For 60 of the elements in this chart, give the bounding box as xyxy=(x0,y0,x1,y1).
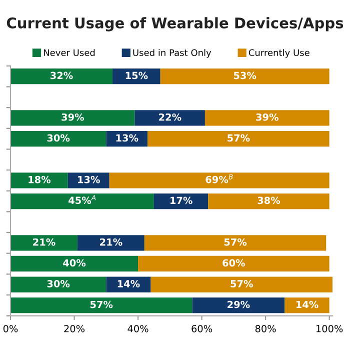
bar xyxy=(148,130,330,147)
legend-label: Used in Past Only xyxy=(133,49,212,58)
x-tick-label: 100% xyxy=(316,324,343,332)
x-tick-label: 40% xyxy=(128,324,148,332)
data-label: 21% xyxy=(100,238,122,246)
x-tick-label: 20% xyxy=(64,324,85,332)
bar xyxy=(10,172,68,188)
chart-title: Current Usage of Wearable Devices/Apps xyxy=(6,17,344,32)
data-label: 57% xyxy=(230,280,253,288)
data-label: 53% xyxy=(234,72,256,80)
legend-label: Never Used xyxy=(44,49,95,56)
bar xyxy=(10,235,78,251)
data-label: 22% xyxy=(159,113,182,121)
bar xyxy=(154,193,208,210)
data-label: 18% xyxy=(28,176,51,184)
data-label: 29% xyxy=(228,300,250,308)
data-label: 39% xyxy=(256,113,278,121)
bar xyxy=(10,130,106,147)
bar xyxy=(10,298,192,314)
data-label: 15% xyxy=(126,72,148,80)
bar xyxy=(10,110,135,126)
bar xyxy=(112,68,160,84)
bar xyxy=(208,193,330,210)
bar xyxy=(160,68,330,84)
bar xyxy=(77,235,144,251)
bar xyxy=(204,110,330,126)
data-label: 40% xyxy=(63,259,86,267)
bar xyxy=(10,68,113,84)
data-label: 13% xyxy=(78,176,100,184)
bar xyxy=(192,298,285,314)
data-label: 13% xyxy=(116,134,138,142)
x-tick-label: 60% xyxy=(192,324,212,332)
data-label: 69%$^{B}$ xyxy=(206,174,233,184)
data-label: 57% xyxy=(228,134,250,142)
data-label: 21% xyxy=(33,238,56,246)
legend-label: Currently Use xyxy=(248,49,310,58)
x-tick-label: 0% xyxy=(3,324,18,332)
data-label: 39% xyxy=(62,113,84,121)
data-label: 60% xyxy=(222,259,245,267)
bar xyxy=(134,110,205,126)
bar xyxy=(150,276,332,292)
data-label: 45%$^{A}$ xyxy=(68,195,96,204)
bar xyxy=(10,193,154,210)
data-label: 14% xyxy=(118,280,140,288)
bar xyxy=(106,276,151,292)
x-tick-label: 80% xyxy=(255,324,276,332)
data-label: 17% xyxy=(170,196,192,204)
data-label: 14% xyxy=(296,300,318,308)
data-label: 57% xyxy=(224,238,247,246)
data-label: 38% xyxy=(258,196,280,204)
bar xyxy=(109,172,330,188)
bar xyxy=(10,256,138,272)
bar xyxy=(284,298,330,314)
data-label: 30% xyxy=(47,280,70,288)
data-label: 32% xyxy=(50,72,73,80)
data-label: 57% xyxy=(90,300,113,308)
data-label: 30% xyxy=(47,134,70,142)
bar xyxy=(144,235,326,251)
bar xyxy=(10,276,106,292)
bar xyxy=(138,256,330,272)
